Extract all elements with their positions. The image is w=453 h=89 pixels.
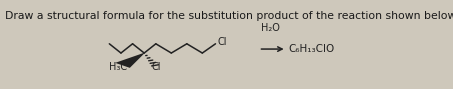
Text: H₂O: H₂O	[260, 23, 280, 33]
Text: Cl: Cl	[217, 37, 226, 47]
Polygon shape	[115, 53, 145, 68]
Text: C₆H₁₃ClO: C₆H₁₃ClO	[288, 44, 335, 54]
Text: H₃C: H₃C	[109, 62, 127, 72]
Text: Draw a structural formula for the substitution product of the reaction shown bel: Draw a structural formula for the substi…	[5, 11, 453, 21]
Text: Cl: Cl	[152, 62, 161, 72]
